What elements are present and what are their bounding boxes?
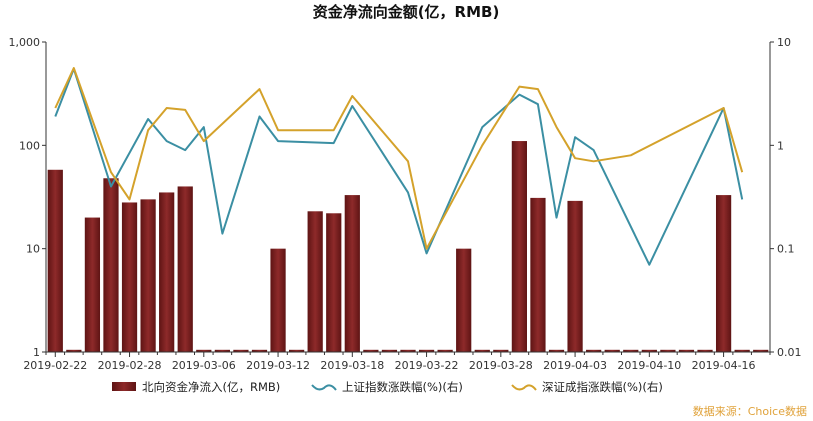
bar	[530, 197, 546, 352]
bar	[678, 349, 695, 352]
bar	[177, 186, 193, 352]
legend-item-shanghai: 上证指数涨跌幅(%)(右)	[311, 380, 463, 394]
bar	[233, 349, 249, 352]
source-note: 数据来源：Choice数据	[692, 405, 807, 418]
bar	[251, 349, 268, 352]
legend: 北向资金净流入(亿，RMB) 上证指数涨跌幅(%)(右) 深证成指涨跌幅(%)(右)	[112, 380, 663, 394]
left-tick-label: 10	[26, 243, 40, 256]
left-tick-label: 100	[19, 139, 40, 152]
legend-label: 北向资金净流入(亿，RMB)	[142, 380, 280, 394]
right-tick-label: 1	[777, 139, 784, 152]
right-tick-label: 10	[777, 36, 791, 49]
right-tick-label: 0.1	[777, 243, 795, 256]
right-tick-label: 0.01	[777, 346, 802, 359]
legend-swatch-line	[311, 384, 337, 391]
bar	[715, 195, 732, 352]
bar-series	[47, 141, 769, 352]
bar	[159, 192, 175, 352]
bar	[214, 349, 230, 352]
bar	[474, 349, 490, 352]
bar	[84, 217, 101, 352]
bar	[567, 200, 583, 352]
left-tick-label: 1,000	[9, 36, 41, 49]
x-tick-label: 2019-03-12	[246, 359, 310, 372]
bar	[511, 141, 527, 352]
x-tick-label: 2019-04-03	[543, 359, 607, 372]
bar	[103, 178, 119, 352]
x-tick-label: 2019-03-22	[395, 359, 459, 372]
bar	[307, 211, 323, 352]
bar	[548, 349, 565, 352]
bar	[697, 349, 713, 352]
legend-item-northbound: 北向资金净流入(亿，RMB)	[112, 380, 280, 394]
x-tick-label: 2019-04-16	[692, 359, 756, 372]
line-series	[54, 67, 744, 266]
bar	[196, 349, 212, 352]
bar	[641, 349, 657, 352]
bar	[493, 349, 509, 352]
bar	[47, 169, 63, 352]
shanghai-line	[54, 67, 744, 266]
bar	[586, 349, 602, 352]
bar	[660, 349, 676, 352]
bar	[381, 349, 398, 352]
bar	[289, 349, 305, 352]
shenzhen-line	[54, 67, 744, 250]
bar	[604, 349, 620, 352]
legend-label: 上证指数涨跌幅(%)(右)	[342, 380, 463, 394]
legend-swatch-bar	[112, 382, 136, 391]
x-tick-label: 2019-02-22	[23, 359, 87, 372]
bar	[418, 349, 435, 352]
axes: 1 10 100 1,000 0.01 0.1 1 10 2019-02-22 2019-02-2…	[9, 36, 802, 372]
left-tick-label: 1	[33, 346, 40, 359]
x-tick-label: 2019-04-10	[617, 359, 681, 372]
bar	[66, 349, 82, 352]
bar	[400, 349, 416, 352]
bar	[344, 195, 360, 352]
x-tick-label: 2019-03-18	[320, 359, 384, 372]
bar	[753, 349, 769, 352]
x-tick-label: 2019-03-06	[172, 359, 236, 372]
bar	[140, 199, 156, 352]
bar	[734, 349, 750, 352]
legend-swatch-line	[511, 384, 537, 391]
chart-title: 资金净流向金额(亿，RMB)	[313, 3, 500, 21]
bar	[456, 248, 472, 352]
legend-item-shenzhen: 深证成指涨跌幅(%)(右)	[511, 380, 663, 394]
bar	[270, 248, 286, 352]
bar	[121, 202, 138, 352]
legend-label: 深证成指涨跌幅(%)(右)	[542, 380, 663, 394]
bar	[363, 349, 379, 352]
bar	[326, 213, 342, 352]
x-tick-label: 2019-03-28	[469, 359, 533, 372]
bar	[623, 349, 639, 352]
x-tick-label: 2019-02-28	[98, 359, 162, 372]
bar	[437, 349, 453, 352]
